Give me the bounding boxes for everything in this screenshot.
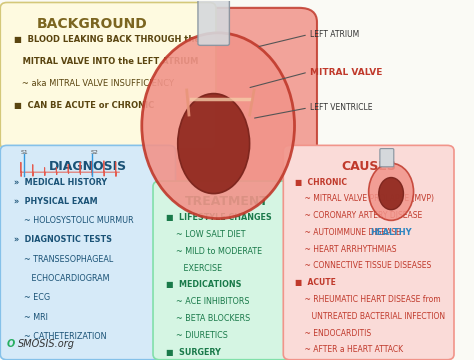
Text: ~ ACE INHIBITORS: ~ ACE INHIBITORS bbox=[166, 297, 250, 306]
Text: ~ MRI: ~ MRI bbox=[14, 312, 47, 321]
Text: CAUSES: CAUSES bbox=[341, 159, 396, 173]
Text: ~ AFTER a HEART ATTACK: ~ AFTER a HEART ATTACK bbox=[294, 345, 402, 354]
Ellipse shape bbox=[178, 94, 250, 194]
FancyBboxPatch shape bbox=[0, 145, 175, 360]
Text: EXERCISE: EXERCISE bbox=[166, 264, 223, 273]
Text: MITRAL VALVE: MITRAL VALVE bbox=[310, 68, 383, 77]
Text: ~ AUTOIMMUNE DISEASE: ~ AUTOIMMUNE DISEASE bbox=[294, 228, 400, 237]
Ellipse shape bbox=[142, 33, 294, 219]
Text: S2: S2 bbox=[90, 150, 98, 154]
Text: ~ TRANSESOPHAGEAL: ~ TRANSESOPHAGEAL bbox=[14, 255, 113, 264]
Text: S1: S1 bbox=[20, 150, 28, 154]
Text: »  DIAGNOSTIC TESTS: » DIAGNOSTIC TESTS bbox=[14, 235, 112, 244]
Text: ■  ACUTE: ■ ACUTE bbox=[294, 278, 336, 287]
Text: ■  SURGERY: ■ SURGERY bbox=[166, 347, 221, 356]
Ellipse shape bbox=[369, 163, 414, 220]
Text: ■  CHRONIC: ■ CHRONIC bbox=[294, 177, 346, 186]
Text: HEALTHY: HEALTHY bbox=[370, 228, 412, 237]
Text: ■  CAN BE ACUTE or CHRONIC: ■ CAN BE ACUTE or CHRONIC bbox=[14, 101, 154, 110]
Text: ■  BLOOD LEAKING BACK THROUGH the: ■ BLOOD LEAKING BACK THROUGH the bbox=[14, 35, 200, 44]
Text: ~ MITRAL VALVE PROLAPSE (MVP): ~ MITRAL VALVE PROLAPSE (MVP) bbox=[294, 194, 434, 203]
Ellipse shape bbox=[379, 177, 403, 210]
Text: ~ HEART ARRHYTHMIAS: ~ HEART ARRHYTHMIAS bbox=[294, 245, 396, 254]
FancyBboxPatch shape bbox=[380, 149, 394, 167]
Text: ~ LOW SALT DIET: ~ LOW SALT DIET bbox=[166, 230, 246, 239]
Text: TREATMENT: TREATMENT bbox=[185, 195, 269, 208]
Text: ~ BETA BLOCKERS: ~ BETA BLOCKERS bbox=[166, 314, 251, 323]
FancyBboxPatch shape bbox=[153, 181, 301, 360]
FancyBboxPatch shape bbox=[198, 0, 229, 45]
Text: ECHOCARDIOGRAM: ECHOCARDIOGRAM bbox=[14, 274, 109, 283]
Text: »  PHYSICAL EXAM: » PHYSICAL EXAM bbox=[14, 197, 97, 206]
Text: LEFT VENTRICLE: LEFT VENTRICLE bbox=[310, 103, 373, 112]
Text: LEFT ATRIUM: LEFT ATRIUM bbox=[310, 30, 359, 39]
Text: ~ CONNECTIVE TISSUE DISEASES: ~ CONNECTIVE TISSUE DISEASES bbox=[294, 261, 431, 270]
Text: ~ HOLOSYSTOLIC MURMUR: ~ HOLOSYSTOLIC MURMUR bbox=[14, 216, 133, 225]
Text: DIAGNOSIS: DIAGNOSIS bbox=[49, 159, 127, 173]
Text: ■  MEDICATIONS: ■ MEDICATIONS bbox=[166, 280, 242, 289]
Text: ~ ENDOCARDITIS: ~ ENDOCARDITIS bbox=[294, 329, 371, 338]
Text: SMOSIS.org: SMOSIS.org bbox=[18, 339, 75, 349]
FancyBboxPatch shape bbox=[119, 8, 317, 237]
Text: ~ aka MITRAL VALVE INSUFFICIENCY: ~ aka MITRAL VALVE INSUFFICIENCY bbox=[14, 79, 174, 88]
FancyBboxPatch shape bbox=[283, 145, 454, 360]
Text: ~ MILD to MODERATE: ~ MILD to MODERATE bbox=[166, 247, 263, 256]
Text: BACKGROUND: BACKGROUND bbox=[36, 17, 147, 31]
Text: ~ RHEUMATIC HEART DISEASE from: ~ RHEUMATIC HEART DISEASE from bbox=[294, 295, 440, 304]
Text: ~ CORONARY ARTERY DISEASE: ~ CORONARY ARTERY DISEASE bbox=[294, 211, 422, 220]
Text: ~ DIURETICS: ~ DIURETICS bbox=[166, 331, 228, 340]
Text: O: O bbox=[7, 339, 15, 349]
Text: UNTREATED BACTERIAL INFECTION: UNTREATED BACTERIAL INFECTION bbox=[294, 312, 445, 321]
Text: ■  LIFESTYLE CHANGES: ■ LIFESTYLE CHANGES bbox=[166, 213, 272, 222]
Text: ~ ECG: ~ ECG bbox=[14, 293, 50, 302]
Text: ~ CATHETERIZATION: ~ CATHETERIZATION bbox=[14, 332, 106, 341]
Text: »  MEDICAL HISTORY: » MEDICAL HISTORY bbox=[14, 177, 107, 186]
FancyBboxPatch shape bbox=[0, 3, 216, 149]
Text: MITRAL VALVE INTO the LEFT ATRIUM: MITRAL VALVE INTO the LEFT ATRIUM bbox=[14, 57, 198, 66]
